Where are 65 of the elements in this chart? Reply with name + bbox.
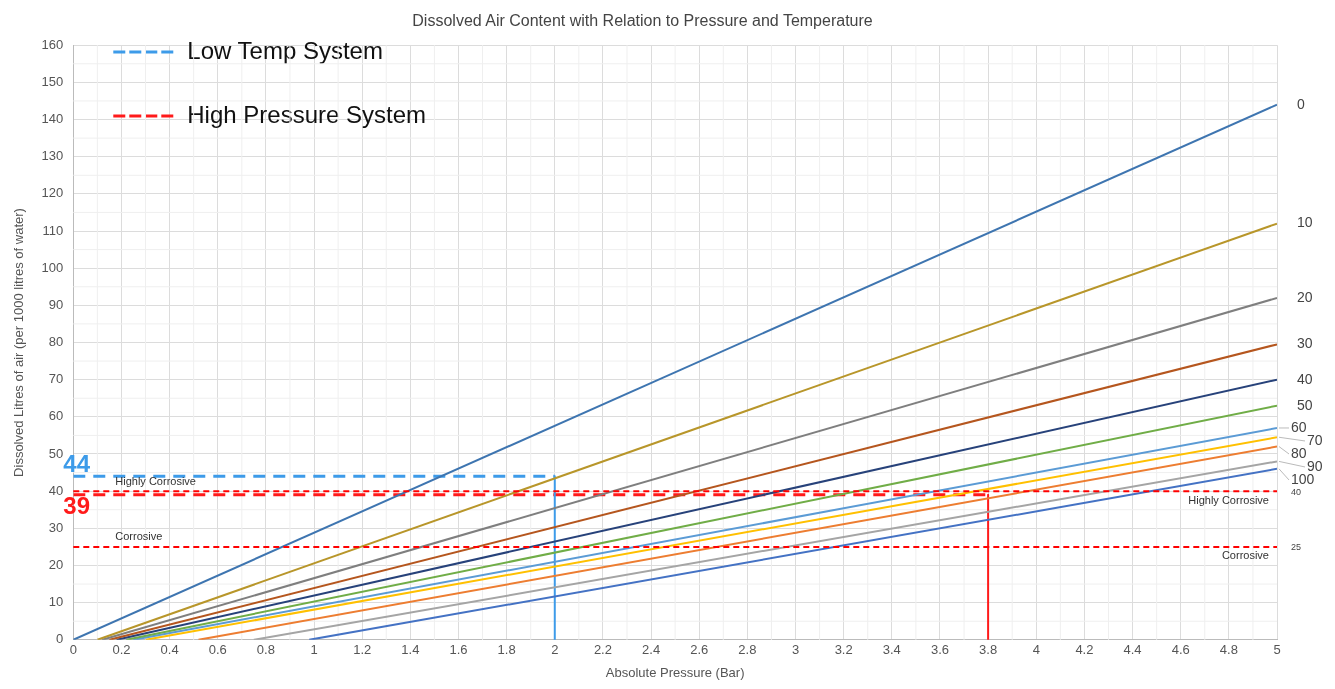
y-tick-label: 100 <box>41 259 64 275</box>
x-tick-label: 3.6 <box>930 642 949 658</box>
x-tick-label: 4.8 <box>1219 642 1238 658</box>
text: Corrosive <box>115 530 163 543</box>
ref-line-label: Highly Corrosive <box>1188 493 1269 506</box>
series-label: 10 <box>1297 214 1313 231</box>
y-tick-label: 60 <box>48 408 64 424</box>
series-label: 0 <box>1297 95 1305 112</box>
series-label: 20 <box>1297 288 1313 305</box>
legend-label: High Pressure System <box>187 100 427 128</box>
x-tick-label: 2.8 <box>738 642 757 658</box>
x-tick-label: 2.2 <box>593 642 612 658</box>
text: 40 <box>1291 486 1302 497</box>
x-tick-label: 4.2 <box>1075 642 1094 658</box>
x-tick-label: 0.4 <box>160 642 179 658</box>
y-tick-label: 90 <box>48 296 64 312</box>
x-tick-label: 1.4 <box>401 642 420 658</box>
annotation: 44 <box>63 449 91 477</box>
text: Highly Corrosive <box>115 474 196 487</box>
x-tick-label: 4.6 <box>1171 642 1190 658</box>
x-tick-label: 3.8 <box>979 642 998 658</box>
chart-title: Dissolved Air Content with Relation to Pressure and Temperature <box>412 12 873 30</box>
x-tick-label: 4.4 <box>1123 642 1142 658</box>
y-tick-label: 130 <box>41 148 64 164</box>
y-tick-label: 30 <box>48 519 64 535</box>
y-axis-title: Dissolved Litres of air (per 1000 litres of water) <box>11 208 27 477</box>
series-label: 60 <box>1291 418 1307 435</box>
text: 70 <box>1307 431 1323 448</box>
series-label: 40 <box>1297 370 1313 387</box>
x-tick-label: 2.4 <box>642 642 661 658</box>
x-tick-label: 1 <box>310 642 318 658</box>
y-tick-label: 150 <box>41 73 64 89</box>
x-tick-label: 2 <box>551 642 559 658</box>
x-tick-label: 3.4 <box>882 642 901 658</box>
y-tick-label: 0 <box>56 631 64 647</box>
x-axis-title: Absolute Pressure (Bar) <box>605 664 745 680</box>
y-tick-label: 20 <box>48 557 64 573</box>
y-tick-label: 120 <box>41 185 64 201</box>
x-tick-label: 0 <box>69 642 77 658</box>
y-tick-label: 80 <box>48 334 64 350</box>
text: 25 <box>1291 542 1302 553</box>
legend-label: Low Temp System <box>187 36 383 64</box>
ref-line-label: Corrosive <box>1221 549 1269 562</box>
x-tick-label: 3.2 <box>834 642 853 658</box>
x-tick-label: 1.6 <box>449 642 468 658</box>
series-label: 50 <box>1297 396 1313 413</box>
y-tick-label: 10 <box>48 594 64 610</box>
x-tick-label: 0.8 <box>256 642 275 658</box>
y-tick-label: 110 <box>42 222 64 238</box>
y-tick-label: 160 <box>41 36 64 52</box>
x-tick-label: 3 <box>791 642 800 658</box>
y-tick-label: 50 <box>48 445 64 461</box>
y-tick-label: 140 <box>41 111 64 127</box>
y-tick-label: 40 <box>48 482 64 498</box>
x-tick-label: 0.2 <box>112 642 131 658</box>
x-tick-label: 5 <box>1273 642 1281 658</box>
x-tick-label: 2.6 <box>690 642 709 658</box>
y-tick-label: 70 <box>48 371 64 387</box>
x-tick-label: 1.2 <box>353 642 372 658</box>
annotation: 39 <box>63 492 90 520</box>
series-label: 80 <box>1291 444 1307 461</box>
x-tick-label: 0.6 <box>208 642 227 658</box>
x-tick-label: 1.8 <box>497 642 516 658</box>
series-label: 30 <box>1297 335 1313 352</box>
x-tick-label: 4 <box>1032 642 1040 658</box>
